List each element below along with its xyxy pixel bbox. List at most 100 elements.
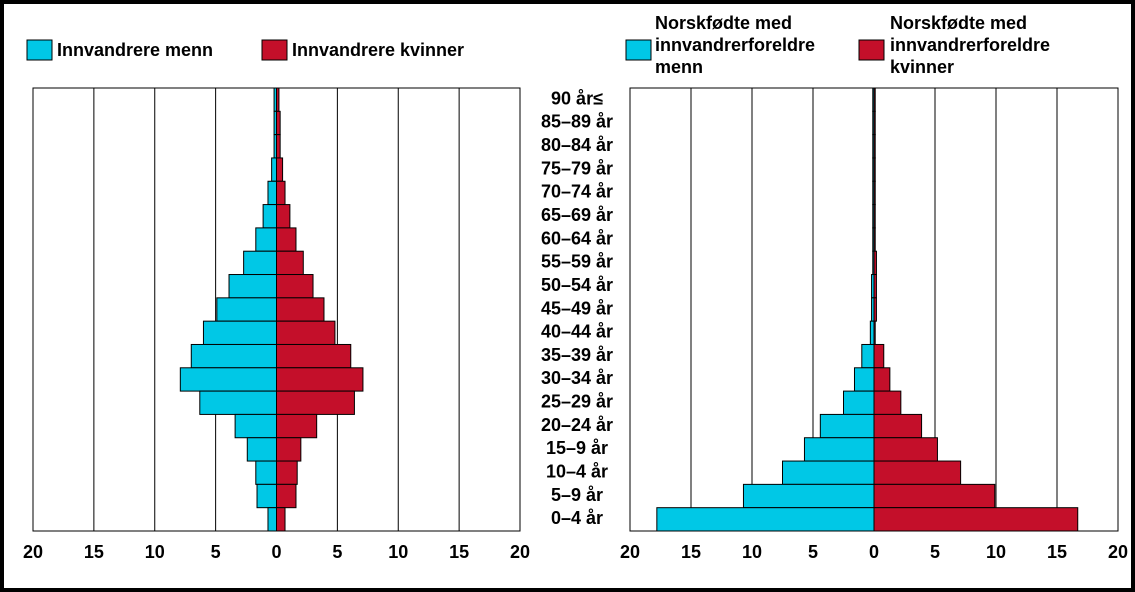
bar [853, 367, 875, 392]
category-label: 40–44 år [541, 322, 613, 342]
x-tick-label: 15 [449, 542, 469, 562]
bar [782, 460, 875, 485]
x-tick-label: 5 [808, 542, 818, 562]
bar [276, 204, 291, 229]
bar [179, 367, 278, 392]
category-label: 55–59 år [541, 252, 613, 272]
x-tick-label: 5 [930, 542, 940, 562]
bar [276, 87, 280, 112]
category-label: 35–39 år [541, 345, 613, 365]
x-tick-label: 10 [145, 542, 165, 562]
bar [873, 437, 938, 462]
x-tick-label: 10 [986, 542, 1006, 562]
category-label: 85–89 år [541, 112, 613, 132]
category-label: 10–4 år [546, 461, 608, 481]
category-label: 45–49 år [541, 298, 613, 318]
bar [276, 507, 286, 532]
bar [271, 157, 278, 182]
bar [873, 227, 876, 252]
bar [276, 437, 302, 462]
legend-swatch [26, 39, 53, 61]
bar [262, 204, 278, 229]
category-label: 75–79 år [541, 158, 613, 178]
bar [228, 274, 277, 299]
legend-label: Norskfødte med innvandrerforeldre kvinne… [890, 13, 1051, 77]
bar [276, 274, 314, 299]
x-tick-label: 0 [271, 542, 281, 562]
bar [267, 507, 278, 532]
x-tick-label: 5 [332, 542, 342, 562]
bar [276, 297, 325, 322]
bar [873, 274, 877, 299]
bar [803, 437, 875, 462]
x-tick-label: 20 [510, 542, 530, 562]
x-tick-label: 20 [1108, 542, 1128, 562]
bar [267, 180, 278, 206]
bar [190, 343, 277, 369]
legend-label: Innvandrere menn [57, 40, 214, 60]
bar [873, 297, 877, 322]
x-tick-label: 20 [23, 542, 43, 562]
category-label: 60–64 år [541, 228, 613, 248]
bar [873, 87, 876, 112]
bar [873, 250, 877, 276]
bar [256, 483, 277, 509]
bar [873, 507, 1079, 532]
x-tick-label: 5 [211, 542, 221, 562]
legend-label: Innvandrere kvinner [292, 40, 465, 60]
bar [819, 413, 875, 439]
bar [873, 460, 962, 485]
bar [873, 157, 876, 182]
bar [276, 227, 297, 252]
bar [873, 110, 876, 136]
category-label: 70–74 år [541, 182, 613, 202]
bar [246, 437, 277, 462]
bar [869, 320, 875, 345]
bar [276, 180, 286, 206]
bar [276, 460, 298, 485]
x-tick-label: 20 [620, 542, 640, 562]
x-tick-label: 0 [869, 542, 879, 562]
category-label: 65–69 år [541, 205, 613, 225]
bar [276, 110, 281, 136]
bar [276, 134, 281, 159]
bar [276, 483, 297, 509]
bar [861, 343, 875, 369]
bar [234, 413, 277, 439]
bar [873, 413, 923, 439]
x-tick-label: 15 [84, 542, 104, 562]
bar [873, 204, 876, 229]
legend-swatch [261, 39, 288, 61]
bar [873, 320, 876, 345]
bar [255, 460, 278, 485]
legend-swatch [858, 39, 885, 61]
bar [873, 134, 876, 159]
bar [199, 390, 277, 415]
category-label: 0–4 år [551, 508, 603, 528]
bar [276, 390, 355, 415]
category-label: 15–9 år [546, 438, 608, 458]
bar [656, 507, 875, 532]
category-label: 80–84 år [541, 135, 613, 155]
x-tick-label: 10 [388, 542, 408, 562]
bar [216, 297, 277, 322]
category-label: 20–24 år [541, 415, 613, 435]
x-tick-label: 10 [742, 542, 762, 562]
bar [276, 413, 318, 439]
bar [873, 483, 996, 509]
bar [255, 227, 278, 252]
bar [843, 390, 875, 415]
bar [276, 367, 364, 392]
bar [276, 343, 352, 369]
category-label: 90 år≤ [551, 88, 603, 108]
bar [742, 483, 875, 509]
category-label: 25–29 år [541, 392, 613, 412]
bar [276, 250, 304, 276]
bar [202, 320, 277, 345]
x-tick-label: 15 [1047, 542, 1067, 562]
x-tick-label: 15 [681, 542, 701, 562]
legend-swatch [625, 39, 652, 61]
bar [276, 320, 336, 345]
category-label: 30–34 år [541, 368, 613, 388]
